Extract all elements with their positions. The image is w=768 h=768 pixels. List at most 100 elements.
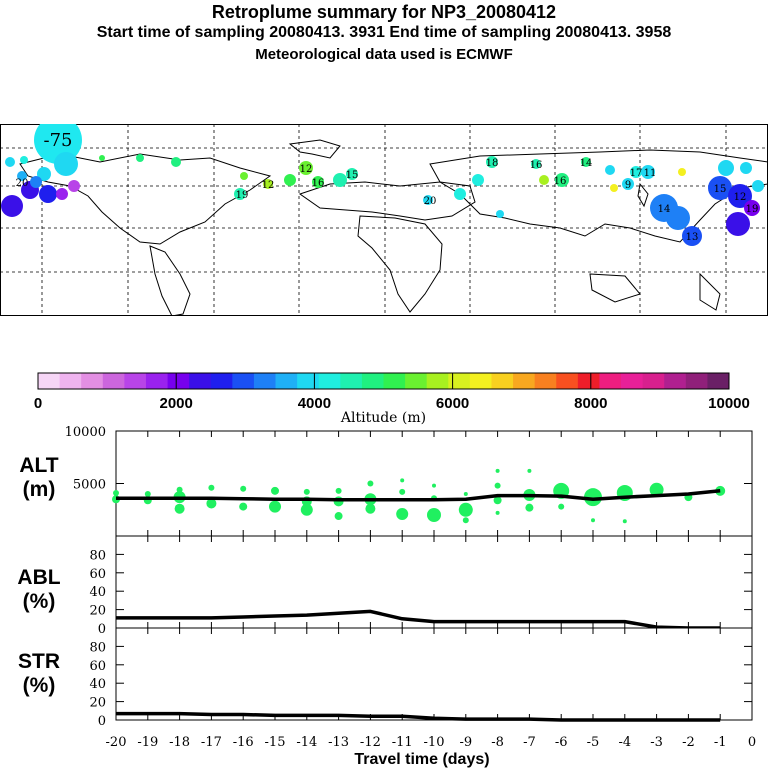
alt-scatter-point-32 [495, 510, 500, 515]
colorbar-swatch-16 [361, 373, 384, 389]
plume-marker-25 [454, 188, 466, 200]
coastline-7 [589, 273, 641, 303]
colorbar-tick-2000: 2000 [160, 395, 193, 412]
alt-scatter-point-30 [458, 502, 473, 517]
abl-ytick-label-20: 20 [89, 604, 106, 619]
plume-marker-14 [136, 154, 144, 162]
xtick-label--17: -17 [201, 735, 222, 750]
plume-marker-22 [333, 173, 347, 187]
str-ytick-label-80: 80 [89, 640, 106, 655]
xtick-label--9: -9 [459, 735, 472, 750]
abl-ytick-label-60: 60 [89, 567, 106, 582]
alt-scatter-point-8 [206, 498, 217, 509]
xtick-label--18: -18 [169, 735, 190, 750]
plume-marker-10 [30, 176, 42, 188]
colorbar-swatch-20 [448, 373, 471, 389]
xtick-label--19: -19 [137, 735, 158, 750]
xtick-label--7: -7 [523, 735, 536, 750]
coastline-5 [357, 215, 443, 313]
xtick-label--1: -1 [714, 735, 727, 750]
plume-marker-40 [682, 226, 702, 246]
colorbar-swatch-18 [405, 373, 428, 389]
plume-marker-9 [68, 180, 80, 192]
alt-scatter-point-43 [622, 519, 627, 524]
alt-scatter-point-10 [239, 502, 248, 511]
alt-scatter-point-36 [525, 503, 534, 512]
xtick-label--5: -5 [587, 735, 600, 750]
alt-scatter-point-31 [463, 492, 468, 496]
plume-marker-11 [5, 157, 15, 167]
abl-panel-label: ABL (%) [4, 566, 74, 614]
alt-scatter-point-12 [269, 500, 281, 513]
alt-scatter-point-39 [558, 503, 565, 510]
plume-marker-19 [284, 174, 296, 186]
colorbar-swatch-32 [707, 373, 730, 389]
coastline-4 [298, 181, 476, 221]
xtick-label--13: -13 [328, 735, 349, 750]
plume-label-14: 16 [554, 176, 567, 187]
plume-label-19: 20 [424, 196, 437, 207]
plume-marker-42 [728, 184, 752, 208]
met-data-note: Meteorological data used is ECMWF [255, 46, 513, 63]
str-ytick-label-60: 60 [89, 659, 106, 674]
abl-ytick-label-40: 40 [89, 585, 106, 600]
colorbar-swatch-9 [210, 373, 233, 389]
coastline-3 [288, 139, 341, 159]
alt-scatter-point-38 [527, 468, 532, 473]
alt-scatter-point-17 [334, 512, 343, 521]
alt-ytick-label-5000: 5000 [73, 478, 106, 493]
colorbar-swatch-21 [469, 373, 492, 389]
colorbar-swatch-31 [685, 373, 708, 389]
xtick-label--10: -10 [424, 735, 445, 750]
colorbar-tick-8000: 8000 [574, 395, 607, 412]
alt-scatter-point-24 [399, 488, 406, 495]
plume-label-13: 13 [686, 232, 699, 243]
str-panel-label: STR (%) [4, 650, 74, 698]
plume-marker-44 [726, 212, 750, 236]
alt-unit: (m) [22, 478, 56, 501]
colorbar-axis-label: Altitude (m) [340, 410, 426, 426]
alt-scatter-point-13 [271, 486, 279, 495]
xtick-label--20: -20 [106, 735, 127, 750]
plume-label-16: 15 [714, 184, 727, 195]
str-ytick-label-0: 0 [98, 714, 106, 729]
alt-scatter-point-42 [584, 488, 602, 507]
plume-marker-26 [472, 174, 484, 186]
colorbar-swatch-29 [642, 373, 665, 389]
colorbar-swatch-22 [491, 373, 514, 389]
plume-marker-41 [708, 176, 732, 200]
alt-scatter-point-28 [432, 483, 436, 488]
alt-scatter-point-23 [396, 507, 409, 520]
plume-marker-31 [581, 157, 591, 167]
plume-marker-39 [666, 206, 690, 230]
plume-marker-46 [740, 162, 752, 174]
alt-scatter-point-16 [303, 488, 310, 495]
plume-marker-15 [171, 157, 181, 167]
plume-marker-43 [744, 200, 760, 216]
abl-panel-frame [115, 535, 753, 629]
xtick-label--11: -11 [392, 735, 413, 750]
colorbar-swatch-11 [253, 373, 276, 389]
alt-scatter-point-34 [494, 482, 501, 489]
alt-scatter-point-45 [649, 482, 664, 497]
alt-scatter-point-14 [300, 503, 313, 516]
plume-marker-30 [555, 173, 569, 187]
str-ytick-label-40: 40 [89, 677, 106, 692]
colorbar-swatch-19 [426, 373, 449, 389]
xtick-label--3: -3 [650, 735, 663, 750]
alt-scatter-point-2 [113, 489, 119, 496]
plume-label-12: 14 [658, 204, 671, 215]
plume-label-17: 12 [734, 192, 747, 203]
plume-marker-13 [99, 155, 105, 161]
plume-marker-37 [678, 168, 686, 176]
plume-marker-6 [37, 167, 51, 181]
colorbar-tick-4000: 4000 [298, 395, 331, 412]
colorbar-swatch-14 [318, 373, 341, 389]
plume-label-8: 17 [630, 168, 643, 179]
alt-scatter-point-25 [400, 478, 405, 483]
plume-marker-33 [622, 178, 634, 190]
colorbar-swatch-15 [340, 373, 363, 389]
alt-name: ALT [19, 454, 59, 477]
alt-scatter-point-29 [462, 517, 469, 524]
